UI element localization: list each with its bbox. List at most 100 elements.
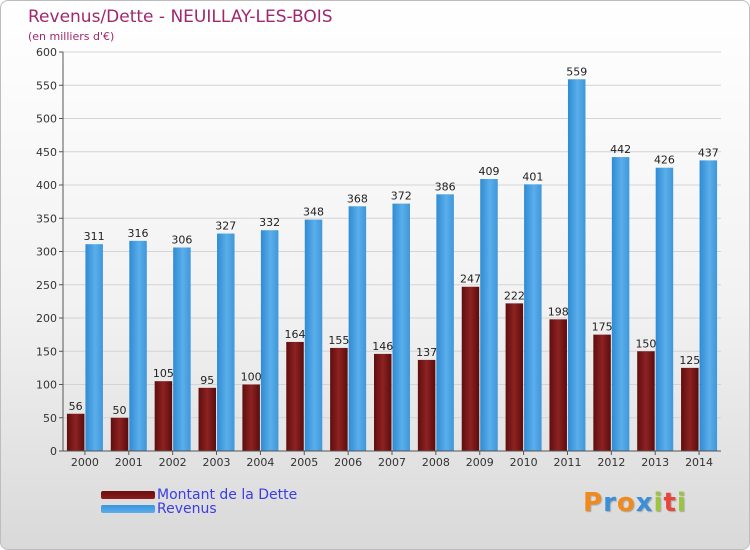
bar-revenue	[85, 244, 103, 451]
bar-debt	[637, 351, 655, 451]
y-tick-label: 450	[36, 146, 57, 159]
data-label-debt: 222	[504, 289, 525, 302]
bar-revenue	[611, 157, 630, 451]
bar-revenue	[348, 206, 367, 451]
data-label-revenue: 332	[259, 216, 280, 229]
data-label-revenue: 442	[610, 143, 631, 156]
bar-debt	[330, 347, 348, 451]
data-label-debt: 175	[592, 321, 613, 334]
data-label-revenue: 437	[698, 146, 719, 159]
x-tick-label: 2011	[553, 456, 581, 469]
data-label-revenue: 372	[391, 190, 412, 203]
bar-revenue	[392, 203, 410, 451]
logo-letter: o	[616, 488, 636, 518]
data-label-revenue: 386	[435, 180, 456, 193]
y-tick-label: 200	[36, 312, 57, 325]
data-label-debt: 50	[113, 404, 127, 417]
x-tick-label: 2006	[334, 456, 362, 469]
bar-revenue	[173, 247, 191, 451]
y-tick-label: 300	[36, 246, 57, 259]
data-label-debt: 137	[416, 346, 437, 359]
chart-subtitle: (en milliers d'€)	[28, 30, 115, 43]
data-label-debt: 247	[460, 273, 481, 286]
logo-letter: t	[663, 488, 677, 518]
data-label-revenue: 348	[303, 206, 324, 219]
x-tick-label: 2001	[115, 456, 143, 469]
data-label-revenue: 368	[347, 192, 368, 205]
data-label-revenue: 401	[522, 170, 543, 183]
x-tick-label: 2004	[246, 456, 274, 469]
legend-item-debt: Montant de la Dette	[101, 487, 298, 503]
bar-debt	[242, 384, 260, 451]
bar-revenue	[304, 219, 323, 451]
x-tick-label: 2013	[641, 456, 669, 469]
y-tick-label: 500	[36, 113, 57, 126]
x-tick-label: 2007	[378, 456, 406, 469]
bar-debt	[286, 341, 304, 451]
data-label-revenue: 426	[654, 154, 675, 167]
bar-revenue	[480, 179, 498, 451]
y-tick-label: 550	[36, 79, 57, 92]
bar-debt	[198, 387, 217, 451]
bar-debt	[549, 319, 567, 451]
bar-debt	[505, 303, 524, 451]
chart-title: Revenus/Dette - NEUILLAY-LES-BOIS	[28, 7, 333, 27]
y-tick-label: 250	[36, 279, 57, 292]
data-label-revenue: 306	[171, 234, 192, 247]
x-tick-label: 2003	[203, 456, 231, 469]
logo-letter: P	[583, 488, 604, 518]
y-tick-label: 50	[43, 412, 57, 425]
legend-label-debt: Montant de la Dette	[157, 487, 298, 503]
y-tick-label: 0	[50, 445, 57, 458]
bar-revenue	[260, 230, 279, 451]
bar-revenue	[129, 240, 147, 451]
data-label-revenue: 409	[478, 165, 499, 178]
bar-debt	[461, 286, 480, 451]
logo-letter: r	[603, 488, 617, 518]
data-label-revenue: 559	[566, 65, 587, 78]
y-tick-label: 350	[36, 212, 57, 225]
bar-debt	[417, 359, 436, 451]
x-tick-label: 2002	[159, 456, 187, 469]
data-label-debt: 146	[372, 340, 393, 353]
data-label-debt: 164	[285, 328, 306, 341]
data-label-debt: 198	[548, 305, 569, 318]
y-tick-label: 150	[36, 345, 57, 358]
x-tick-label: 2010	[510, 456, 538, 469]
x-tick-label: 2000	[71, 456, 99, 469]
bar-debt	[374, 353, 392, 451]
legend-swatch-revenue	[101, 505, 155, 513]
bar-revenue	[567, 79, 586, 451]
bar-revenue	[524, 184, 542, 451]
x-tick-label: 2014	[685, 456, 713, 469]
data-label-debt: 105	[153, 367, 174, 380]
legend-item-revenue: Revenus	[101, 501, 217, 517]
data-label-debt: 125	[679, 354, 700, 367]
x-tick-label: 2008	[422, 456, 450, 469]
data-label-revenue: 327	[215, 220, 236, 233]
data-label-debt: 155	[328, 334, 349, 347]
x-tick-label: 2009	[466, 456, 494, 469]
data-label-debt: 56	[69, 400, 83, 413]
bar-revenue	[655, 167, 674, 451]
logo-letter: i	[653, 488, 664, 518]
y-tick-label: 600	[36, 46, 57, 59]
bar-debt	[66, 413, 85, 451]
data-label-debt: 100	[241, 371, 262, 384]
legend-swatch-debt	[101, 491, 155, 499]
bar-debt	[154, 381, 173, 451]
proxiti-logo: Proxiti	[583, 488, 687, 518]
y-tick-label: 400	[36, 179, 57, 192]
x-tick-label: 2005	[290, 456, 318, 469]
data-label-debt: 95	[200, 374, 214, 387]
data-label-revenue: 311	[84, 230, 105, 243]
bar-revenue	[436, 194, 454, 451]
y-tick-label: 100	[36, 379, 57, 392]
legend-label-revenue: Revenus	[157, 501, 217, 517]
data-label-revenue: 316	[128, 227, 149, 240]
data-label-debt: 150	[635, 337, 656, 350]
x-tick-label: 2012	[597, 456, 625, 469]
bar-debt	[681, 367, 699, 451]
